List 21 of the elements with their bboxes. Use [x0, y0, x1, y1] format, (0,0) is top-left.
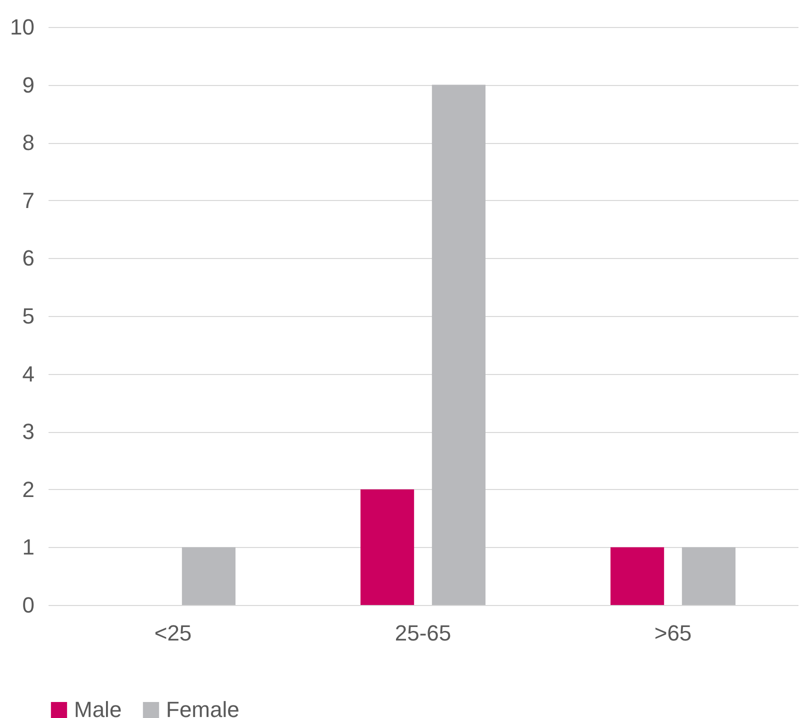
y-tick-label: 9	[22, 72, 34, 98]
y-tick-label: 1	[22, 534, 34, 560]
bar	[360, 489, 414, 605]
x-tick-label: <25	[154, 620, 192, 646]
y-tick-label: 10	[10, 14, 34, 40]
legend-label: Female	[166, 697, 240, 718]
bar	[610, 547, 664, 605]
x-tick-label: >65	[654, 620, 692, 646]
y-tick-label: 4	[22, 361, 34, 386]
y-tick-label: 6	[22, 246, 34, 271]
y-tick-label: 5	[22, 304, 34, 328]
bar	[432, 84, 486, 605]
bar	[682, 547, 736, 605]
legend-label: Male	[74, 697, 122, 718]
y-tick-label: 7	[22, 188, 34, 213]
x-tick-label: 25-65	[394, 620, 452, 646]
y-tick-label: 2	[22, 476, 34, 502]
y-tick-label: 3	[22, 419, 34, 444]
bar	[182, 547, 236, 605]
y-tick-label: 8	[22, 130, 34, 156]
y-tick-label: 0	[22, 592, 34, 618]
